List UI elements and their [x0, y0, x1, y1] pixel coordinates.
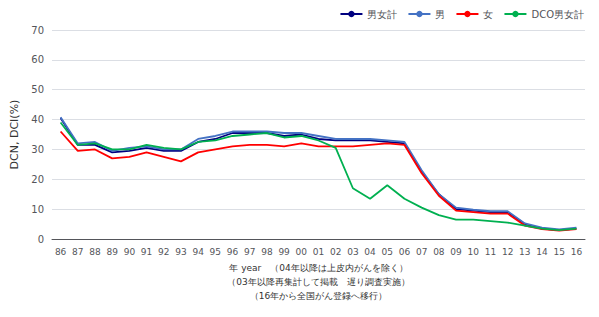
- svg-text:15: 15: [553, 247, 564, 257]
- svg-text:男女計: 男女計: [367, 9, 397, 20]
- svg-text:16: 16: [571, 247, 583, 257]
- svg-text:01: 01: [313, 247, 324, 257]
- svg-text:05: 05: [382, 247, 393, 257]
- svg-text:91: 91: [141, 247, 152, 257]
- svg-text:06: 06: [399, 247, 411, 257]
- svg-text:90: 90: [124, 247, 136, 257]
- svg-text:50: 50: [31, 84, 44, 95]
- svg-text:89: 89: [106, 247, 118, 257]
- svg-text:96: 96: [227, 247, 239, 257]
- svg-text:02: 02: [330, 247, 341, 257]
- svg-text:98: 98: [261, 247, 273, 257]
- svg-text:30: 30: [31, 144, 44, 155]
- svg-text:86: 86: [55, 247, 67, 257]
- svg-text:14: 14: [536, 247, 548, 257]
- svg-text:07: 07: [416, 247, 427, 257]
- svg-text:40: 40: [31, 114, 44, 125]
- svg-text:04: 04: [364, 247, 376, 257]
- svg-text:10: 10: [31, 204, 44, 215]
- svg-text:10: 10: [468, 247, 480, 257]
- svg-text:13: 13: [519, 247, 530, 257]
- svg-text:（16年から全国がん登録へ移行）: （16年から全国がん登録へ移行）: [250, 291, 387, 301]
- svg-text:70: 70: [31, 25, 44, 36]
- svg-text:92: 92: [158, 247, 169, 257]
- svg-text:99: 99: [278, 247, 290, 257]
- svg-text:00: 00: [296, 247, 308, 257]
- svg-text:DCO男女計: DCO男女計: [531, 9, 584, 20]
- svg-text:93: 93: [175, 247, 186, 257]
- svg-text:12: 12: [502, 247, 513, 257]
- svg-text:（03年以降再集計して掲載 遅り調査実施）: （03年以降再集計して掲載 遅り調査実施）: [227, 277, 409, 287]
- svg-text:男: 男: [435, 9, 445, 20]
- svg-text:94: 94: [192, 247, 204, 257]
- svg-text:88: 88: [89, 247, 101, 257]
- svg-text:97: 97: [244, 247, 255, 257]
- svg-text:87: 87: [72, 247, 83, 257]
- svg-text:60: 60: [31, 54, 44, 65]
- svg-text:DCN, DCI(%): DCN, DCI(%): [8, 100, 21, 170]
- svg-text:09: 09: [450, 247, 462, 257]
- svg-text:20: 20: [31, 174, 44, 185]
- svg-text:年 year （04年以降は上皮内がんを除く）: 年 year （04年以降は上皮内がんを除く）: [229, 263, 407, 273]
- svg-text:11: 11: [485, 247, 496, 257]
- svg-text:08: 08: [433, 247, 445, 257]
- svg-text:女: 女: [483, 9, 493, 20]
- svg-text:03: 03: [347, 247, 358, 257]
- svg-text:95: 95: [210, 247, 221, 257]
- svg-text:0: 0: [38, 234, 44, 245]
